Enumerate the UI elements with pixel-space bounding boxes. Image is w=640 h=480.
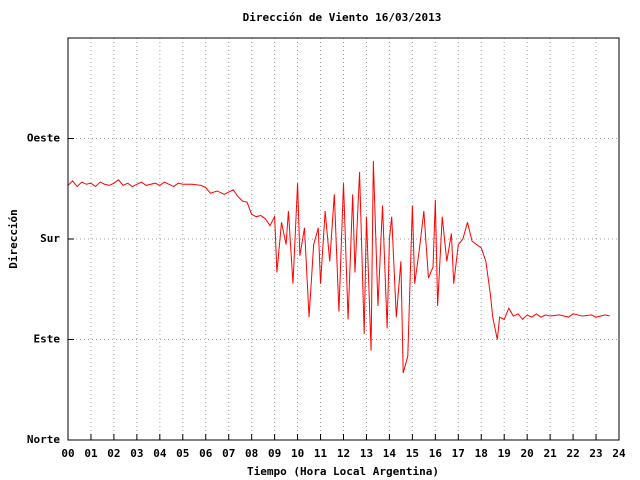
x-tick-label: 15 (406, 447, 419, 460)
x-tick-label: 07 (222, 447, 235, 460)
y-axis-label: Dirección (7, 209, 20, 269)
x-tick-label: 13 (360, 447, 373, 460)
chart-title: Dirección de Viento 16/03/2013 (243, 11, 442, 24)
x-tick-label: 09 (268, 447, 281, 460)
x-tick-label: 19 (498, 447, 511, 460)
x-tick-label: 14 (383, 447, 397, 460)
y-tick-label: Sur (40, 232, 60, 245)
x-tick-label: 00 (61, 447, 74, 460)
x-tick-label: 02 (107, 447, 120, 460)
x-tick-label: 24 (612, 447, 626, 460)
x-tick-label: 18 (475, 447, 488, 460)
x-tick-label: 03 (130, 447, 143, 460)
x-tick-label: 11 (314, 447, 328, 460)
x-tick-label: 05 (176, 447, 189, 460)
y-tick-label: Este (34, 333, 61, 346)
x-tick-label: 04 (153, 447, 167, 460)
x-tick-label: 12 (337, 447, 350, 460)
y-tick-label: Oeste (27, 132, 60, 145)
x-tick-label: 20 (521, 447, 534, 460)
data-line (67, 160, 610, 374)
x-axis-label: Tiempo (Hora Local Argentina) (247, 465, 439, 478)
x-tick-label: 23 (589, 447, 602, 460)
x-tick-label: 16 (429, 447, 443, 460)
x-tick-label: 17 (452, 447, 465, 460)
x-tick-label: 08 (245, 447, 258, 460)
x-tick-label: 21 (544, 447, 558, 460)
y-tick-label: Norte (27, 433, 60, 446)
plot-border (67, 37, 620, 441)
x-tick-label: 10 (291, 447, 304, 460)
x-tick-label: 22 (566, 447, 579, 460)
x-tick-label: 01 (84, 447, 98, 460)
x-tick-label: 06 (199, 447, 213, 460)
